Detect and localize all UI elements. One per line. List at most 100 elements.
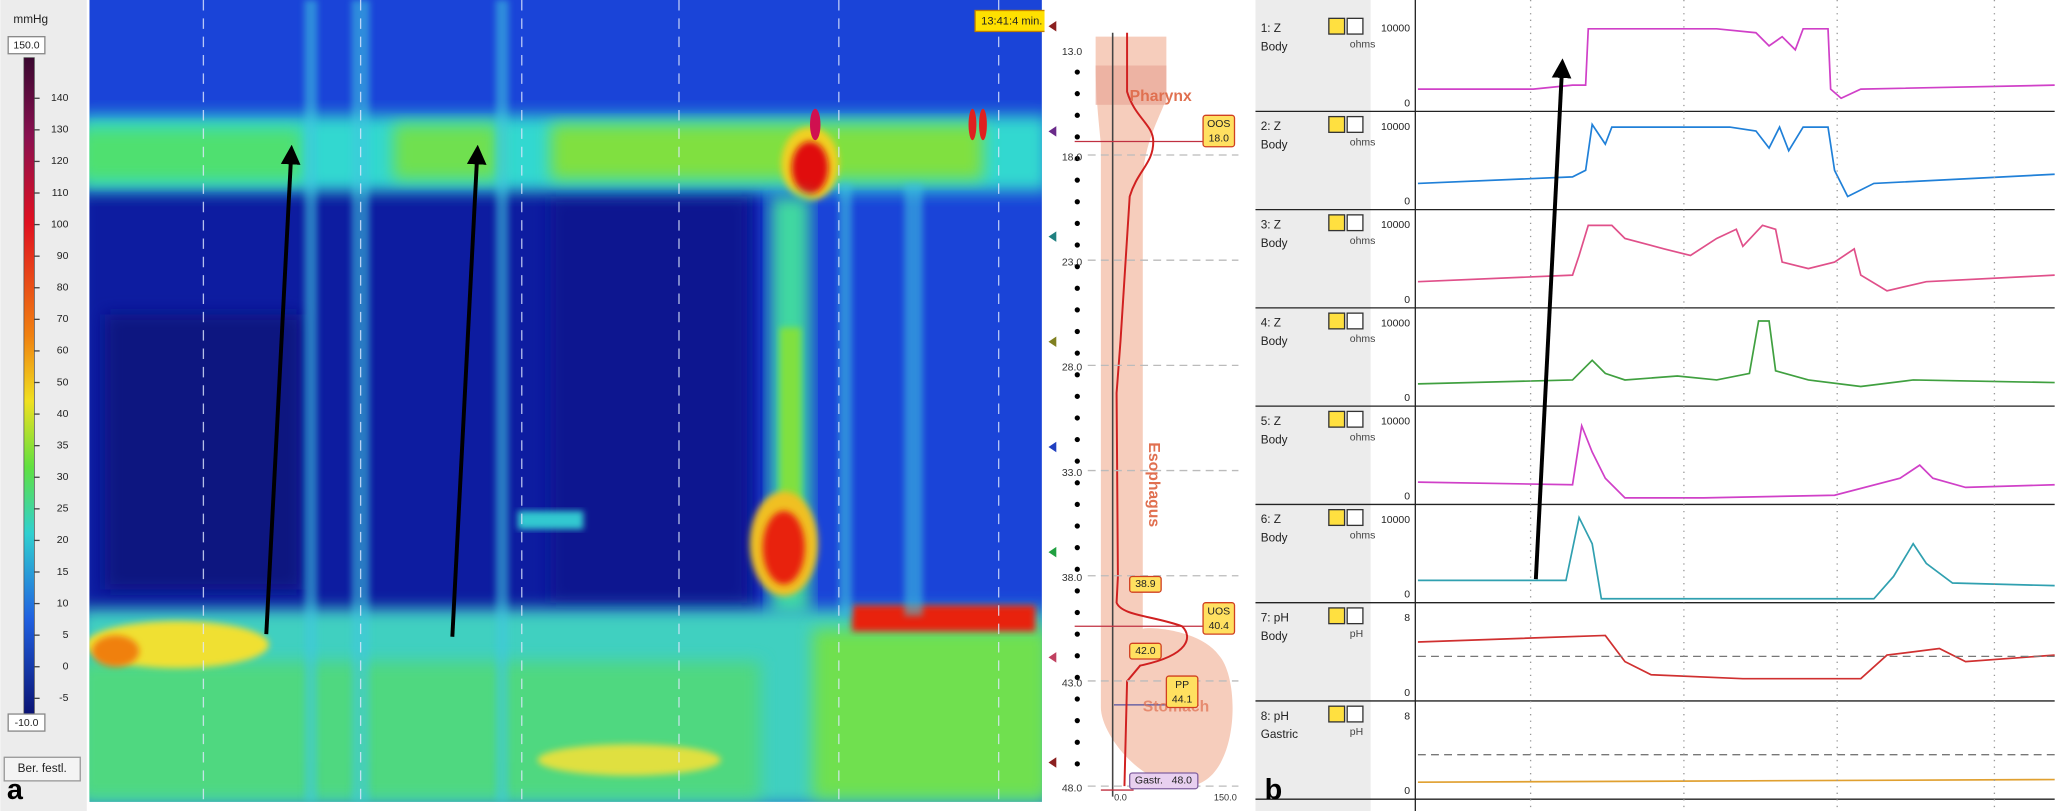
marker-value: 48.0 — [1172, 776, 1193, 787]
scale-tick-label: 35 — [57, 440, 69, 451]
depth-arrow — [1048, 126, 1057, 137]
y-tick-label: 10000 — [1381, 417, 1410, 428]
region-label: Esophagus — [1145, 442, 1162, 527]
channel-icon — [1346, 214, 1364, 232]
depth-label: 18.0 — [1062, 152, 1083, 163]
marker-name: OOS — [1207, 119, 1230, 130]
y-tick-label: 0 — [1404, 688, 1410, 699]
sensor-dot — [1074, 155, 1080, 162]
channel-unit: ohms — [1350, 39, 1376, 50]
channel-name: 1: Z — [1261, 22, 1281, 35]
channel-site: Body — [1261, 335, 1288, 348]
y-tick-label: 0 — [1404, 590, 1410, 601]
trace — [1417, 634, 2055, 680]
scale-tick-label: 40 — [57, 409, 69, 420]
heat-zone — [791, 141, 829, 194]
channel-unit: ohms — [1350, 236, 1376, 247]
unit-label: mmHg — [13, 13, 48, 26]
heat-zone — [92, 635, 140, 667]
sensor-dot — [1074, 501, 1080, 508]
sensor-dot — [1074, 545, 1080, 551]
y-tick-label: 0 — [1404, 197, 1410, 208]
sensor-dot — [1074, 69, 1080, 75]
scale-tick-label: 20 — [57, 535, 69, 546]
channel-name: 2: Z — [1261, 120, 1281, 133]
sensor-dot — [1074, 307, 1080, 313]
depth-arrow — [1048, 336, 1057, 348]
channel-site: Body — [1261, 630, 1288, 643]
time-grid — [1529, 0, 1996, 811]
heat-zone — [89, 661, 761, 800]
pressure-trace — [1115, 32, 1189, 787]
arrow — [264, 144, 301, 635]
trace — [1417, 320, 2055, 388]
channel-unit: ohms — [1350, 531, 1376, 542]
scale-tick-label: 70 — [57, 314, 69, 325]
y-tick-label: 10000 — [1381, 515, 1410, 526]
sensor-dot — [1074, 372, 1080, 378]
sensor-dot — [1074, 566, 1080, 572]
trace — [1417, 27, 2055, 100]
scale-end-box — [7, 713, 46, 732]
panel-label: b — [1265, 774, 1283, 806]
heat-zone — [979, 108, 987, 141]
channel-icon — [1346, 17, 1364, 35]
sensor-dot — [1074, 134, 1080, 140]
channel-icon — [1328, 509, 1346, 527]
depth-label: 28.0 — [1062, 363, 1083, 374]
heat-zone — [810, 108, 821, 141]
scale-tick-label: 50 — [57, 377, 69, 388]
sensor-dot — [1074, 717, 1080, 724]
depth-label: 33.0 — [1062, 468, 1083, 479]
marker-name: UOS — [1207, 607, 1230, 618]
scale-tick-label: 150.0 — [13, 41, 39, 52]
heat-zone — [517, 510, 584, 530]
sensor-dot — [1074, 285, 1080, 291]
channel-icon — [1346, 312, 1364, 330]
depth-label: 13.0 — [1062, 47, 1083, 58]
sensor-dot — [1074, 91, 1080, 97]
sensor-dot — [1074, 631, 1080, 637]
sensor-dot — [1074, 199, 1080, 205]
button-label[interactable]: Ber. festl. — [18, 762, 67, 775]
time-grid — [202, 0, 1000, 802]
depth-arrow — [1048, 757, 1057, 768]
marker-name: PP — [1175, 680, 1189, 691]
scale-tick-label: 0 — [63, 662, 69, 673]
channel-site: Body — [1261, 139, 1288, 152]
sensor-dot — [1074, 350, 1080, 356]
channel-icon — [1328, 312, 1346, 330]
sensor-dot — [1074, 242, 1080, 248]
heat-zone — [762, 510, 805, 585]
channel-icon — [1346, 705, 1364, 723]
pharynx-zone — [1095, 65, 1167, 105]
channel-icon — [1346, 115, 1364, 133]
sensor-dot — [1074, 609, 1080, 616]
channel-site: Body — [1261, 40, 1288, 53]
marker-box — [1129, 575, 1162, 593]
sensor-dot — [1074, 264, 1080, 270]
channel-name: 5: Z — [1261, 415, 1281, 428]
channel-icon — [1328, 17, 1346, 35]
scale-panel — [0, 0, 87, 811]
button[interactable] — [3, 756, 81, 782]
depth-arrow — [1048, 231, 1057, 242]
scale-tick-label: 90 — [57, 251, 69, 262]
heat-streak — [838, 183, 852, 616]
heat-zone — [851, 605, 1036, 632]
depth-label: 43.0 — [1062, 678, 1083, 689]
y-tick-label: 0 — [1404, 393, 1410, 404]
sensor-dot — [1074, 523, 1080, 529]
y-tick-label: 0 — [1404, 98, 1410, 109]
scale-tick-label: 100 — [51, 219, 69, 230]
channel-icon — [1328, 705, 1346, 723]
y-tick-label: 0 — [1404, 491, 1410, 502]
heat-zone — [393, 124, 499, 180]
sensor-dot — [1074, 674, 1080, 680]
color-scale — [23, 57, 35, 719]
scale-tick-label: 120 — [51, 156, 69, 167]
trace — [1417, 122, 2055, 198]
traces — [1417, 27, 2055, 784]
channel-name: 3: Z — [1261, 218, 1281, 231]
